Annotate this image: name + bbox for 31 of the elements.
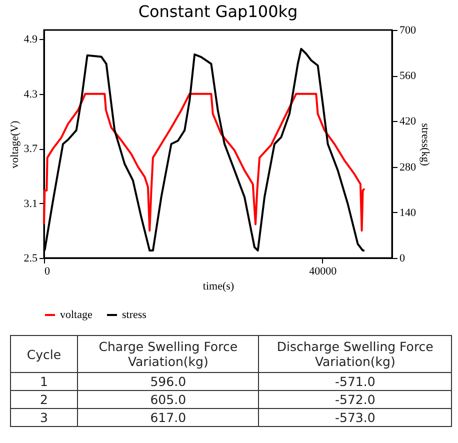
text: -572.0 <box>258 390 452 408</box>
y-tick-label: 2.5 <box>24 252 38 264</box>
x-axis-title: time(s) <box>202 280 234 292</box>
x-tick-label: 40000 <box>309 266 338 278</box>
chart-title: Constant Gap100kg <box>138 2 298 21</box>
y2-tick-label: 280 <box>400 161 416 174</box>
y-tick-label: 4.9 <box>24 34 38 46</box>
text: -571.0 <box>258 372 452 390</box>
line-series <box>43 92 366 232</box>
y2-axis-title: stress(kg) <box>419 123 431 166</box>
text: 1 <box>10 372 78 390</box>
y2-tick-label: 560 <box>400 70 416 82</box>
text: 596.0 <box>78 372 259 390</box>
y-axis-title: voltage(V) <box>8 120 21 168</box>
y2-tick-label: 420 <box>400 116 416 128</box>
text: Discharge Swelling Force Variation(kg) <box>258 336 452 372</box>
legend-label: voltage <box>60 309 92 321</box>
y2-tick-label: 700 <box>400 24 416 36</box>
y2-tick-label: 140 <box>400 206 416 219</box>
text: 605.0 <box>78 390 259 408</box>
text: Cycle <box>10 336 78 372</box>
y2-tick-label: 0 <box>400 252 406 264</box>
y-tick-label: 3.7 <box>24 143 38 156</box>
text: -573.0 <box>258 408 452 426</box>
text: Charge Swelling Force Variation(kg) <box>78 336 259 372</box>
text: 617.0 <box>78 408 259 426</box>
legend-label: stress <box>122 309 146 321</box>
text: 2 <box>10 390 78 408</box>
text: 3 <box>10 408 78 426</box>
y-tick-label: 3.1 <box>24 198 38 210</box>
y-tick-label: 4.3 <box>24 88 38 100</box>
